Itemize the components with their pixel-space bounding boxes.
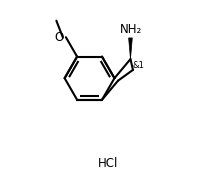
Text: O: O <box>55 31 64 44</box>
Text: &1: &1 <box>133 61 145 70</box>
Polygon shape <box>129 38 132 59</box>
Text: NH₂: NH₂ <box>120 23 143 36</box>
Text: HCl: HCl <box>98 157 118 170</box>
